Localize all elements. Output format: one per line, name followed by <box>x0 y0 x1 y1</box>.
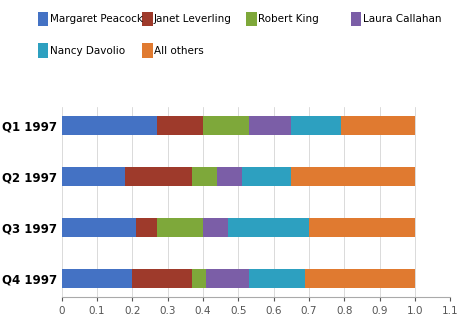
Bar <box>62 116 157 136</box>
Bar <box>192 269 207 289</box>
Text: Nancy Davolio: Nancy Davolio <box>50 46 125 56</box>
Bar <box>62 218 136 237</box>
Text: Laura Callahan: Laura Callahan <box>363 14 441 24</box>
Text: Robert King: Robert King <box>258 14 319 24</box>
Bar <box>203 116 249 136</box>
Bar <box>203 218 228 237</box>
Bar <box>132 269 192 289</box>
Bar <box>292 167 415 186</box>
Bar <box>125 167 192 186</box>
Bar <box>157 116 203 136</box>
Bar <box>207 269 249 289</box>
Bar <box>228 218 309 237</box>
Bar <box>341 116 415 136</box>
Text: Janet Leverling: Janet Leverling <box>154 14 232 24</box>
Bar <box>192 167 217 186</box>
Bar <box>305 269 415 289</box>
Bar <box>249 269 305 289</box>
Bar <box>217 167 242 186</box>
Bar <box>309 218 415 237</box>
Bar <box>62 167 125 186</box>
Text: Margaret Peacock: Margaret Peacock <box>50 14 143 24</box>
Bar <box>292 116 341 136</box>
Bar <box>249 116 292 136</box>
Bar <box>62 269 132 289</box>
Bar <box>136 218 157 237</box>
Bar <box>242 167 292 186</box>
Bar <box>157 218 203 237</box>
Text: All others: All others <box>154 46 204 56</box>
